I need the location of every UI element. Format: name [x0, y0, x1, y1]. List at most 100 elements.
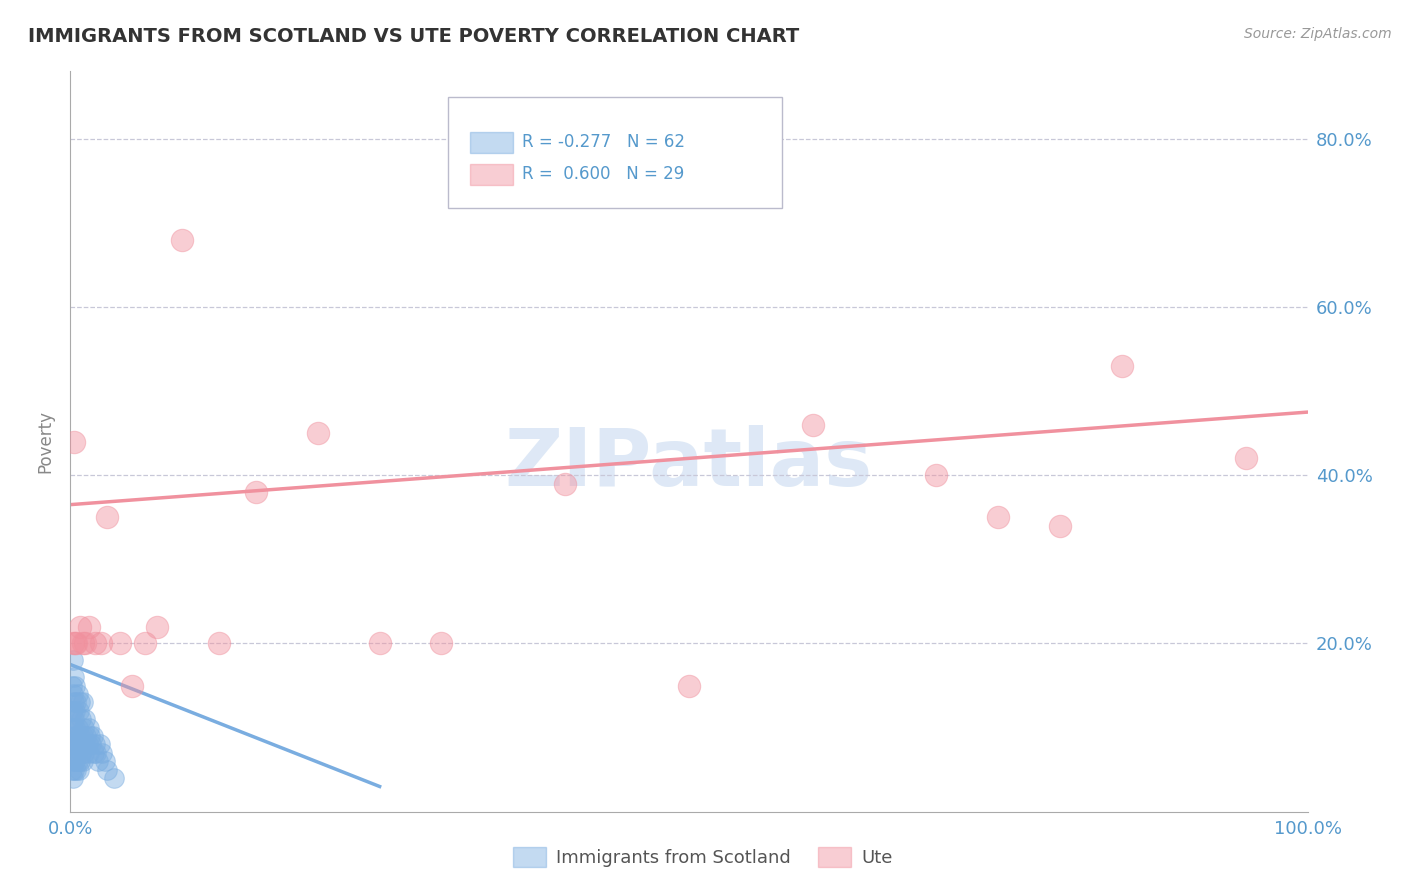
Legend: Immigrants from Scotland, Ute: Immigrants from Scotland, Ute: [506, 839, 900, 874]
Point: [66, 687, 89, 701]
Point: [65, 729, 87, 743]
Bar: [470, 164, 513, 185]
Point: [108, 636, 131, 650]
Point: [62, 738, 84, 752]
Point: [66, 754, 89, 768]
Text: R =  0.600   N = 29: R = 0.600 N = 29: [522, 165, 685, 183]
Point: [60, 721, 83, 735]
Point: [75, 738, 97, 752]
Text: IMMIGRANTS FROM SCOTLAND VS UTE POVERTY CORRELATION CHART: IMMIGRANTS FROM SCOTLAND VS UTE POVERTY …: [28, 27, 800, 45]
Point: [208, 636, 231, 650]
Point: [70, 712, 93, 726]
Point: [60, 704, 83, 718]
Point: [77, 619, 100, 633]
Point: [72, 636, 94, 650]
Point: [65, 679, 87, 693]
Point: [134, 636, 156, 650]
Point: [72, 729, 94, 743]
Point: [84, 746, 107, 760]
Text: ZIPatlas: ZIPatlas: [505, 425, 873, 503]
Point: [67, 763, 90, 777]
Point: [73, 721, 96, 735]
Point: [86, 754, 108, 768]
Point: [62, 687, 84, 701]
Point: [60, 738, 83, 752]
Point: [90, 636, 112, 650]
Point: [65, 636, 87, 650]
Point: [245, 485, 267, 500]
Point: [77, 746, 100, 760]
Point: [63, 746, 86, 760]
Point: [96, 510, 118, 524]
Point: [84, 636, 107, 650]
Point: [69, 619, 91, 633]
Point: [430, 636, 453, 650]
Point: [66, 738, 89, 752]
Y-axis label: Poverty: Poverty: [37, 410, 55, 473]
Point: [94, 754, 117, 768]
Point: [69, 754, 91, 768]
Point: [368, 636, 391, 650]
Point: [62, 754, 84, 768]
Point: [66, 721, 89, 735]
Point: [65, 704, 87, 718]
Point: [1234, 451, 1257, 466]
Point: [70, 746, 93, 760]
Point: [170, 233, 193, 247]
Text: Source: ZipAtlas.com: Source: ZipAtlas.com: [1244, 27, 1392, 41]
Point: [63, 763, 86, 777]
Bar: [470, 132, 513, 153]
Point: [62, 653, 84, 667]
Point: [77, 721, 100, 735]
Point: [67, 738, 90, 752]
Point: [62, 636, 84, 650]
Point: [103, 771, 125, 785]
Point: [82, 729, 104, 743]
Point: [925, 468, 948, 483]
Point: [65, 754, 87, 768]
Point: [89, 738, 111, 752]
Point: [60, 763, 83, 777]
Point: [121, 679, 143, 693]
Point: [84, 738, 107, 752]
Point: [63, 729, 86, 743]
Point: [307, 426, 329, 441]
Point: [72, 695, 94, 709]
Point: [60, 679, 83, 693]
Point: [69, 729, 91, 743]
Point: [65, 636, 87, 650]
Point: [62, 704, 84, 718]
Point: [65, 746, 87, 760]
Point: [62, 721, 84, 735]
Point: [63, 434, 86, 449]
Point: [146, 619, 169, 633]
Point: [65, 721, 87, 735]
Point: [1049, 518, 1071, 533]
Point: [80, 738, 103, 752]
Point: [65, 763, 87, 777]
Text: R = -0.277   N = 62: R = -0.277 N = 62: [522, 134, 685, 152]
Point: [1111, 359, 1133, 373]
Point: [63, 712, 86, 726]
Point: [83, 746, 105, 760]
Point: [65, 695, 87, 709]
Point: [79, 729, 101, 743]
Point: [554, 476, 576, 491]
Point: [801, 417, 824, 432]
Point: [67, 704, 90, 718]
Point: [63, 695, 86, 709]
FancyBboxPatch shape: [447, 97, 782, 209]
Point: [96, 763, 118, 777]
Point: [91, 746, 114, 760]
Point: [75, 712, 97, 726]
Point: [63, 670, 86, 684]
Point: [69, 695, 91, 709]
Point: [65, 738, 87, 752]
Point: [75, 729, 97, 743]
Point: [75, 636, 97, 650]
Point: [72, 754, 94, 768]
Point: [62, 771, 84, 785]
Point: [987, 510, 1010, 524]
Point: [73, 746, 96, 760]
Point: [678, 679, 700, 693]
